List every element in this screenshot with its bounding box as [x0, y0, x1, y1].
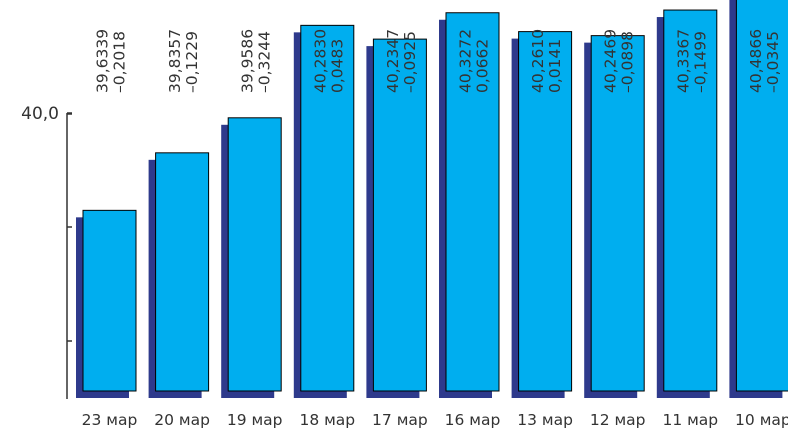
data-label-change: –0,0898 [619, 31, 637, 93]
bar [372, 38, 427, 392]
data-label-value: 40,2610 [529, 29, 547, 93]
data-label-group: 39,8357 –0,1229 [166, 29, 201, 93]
x-tick-label: 11 мар [662, 411, 718, 428]
x-tick-label: 10 мар [735, 411, 788, 428]
data-label-change: –0,3244 [256, 31, 274, 93]
data-labels: 39,6339 –0,2018 39,8357 –0,1229 39,9586–0,32… [94, 29, 782, 93]
data-label-group: 39,6339 –0,2018 [94, 29, 129, 93]
data-label-group: 40,4866 –0,0345 [747, 29, 782, 93]
data-label-group: 40,2347 –0,0925 [384, 29, 419, 93]
data-label-value: 39,9586 [239, 29, 257, 93]
bar [590, 35, 645, 392]
data-label-change: –0,0345 [764, 31, 782, 93]
data-label-value: 40,2469 [602, 29, 620, 93]
x-tick-label: 20 мар [154, 411, 210, 428]
bar [82, 209, 137, 392]
data-label-change: 0,0662 [474, 39, 492, 93]
data-label-change: 0,0483 [328, 39, 346, 93]
data-label-value: 40,3367 [674, 29, 692, 93]
data-label-change: –0,1229 [183, 31, 201, 93]
data-label-group: 40,3367 –0,1499 [674, 29, 709, 93]
data-label-change: –0,0925 [401, 31, 419, 93]
x-tick-label: 13 мар [517, 411, 573, 428]
bar [155, 152, 210, 392]
data-label-change: –0,1499 [691, 31, 709, 93]
bar [227, 117, 282, 392]
data-label-group: 40,2610 0,0141 [529, 29, 564, 93]
bar [663, 9, 718, 392]
x-tick-label: 23 мар [82, 411, 138, 428]
x-tick-label: 16 мар [445, 411, 501, 428]
data-label-value: 39,8357 [166, 29, 184, 93]
y-tick-label: 40,0 [21, 104, 59, 124]
bar [300, 24, 355, 392]
bar [518, 31, 573, 392]
x-axis-labels: 23 мар 20 мар 19 мар 18 мар 17 мар 16 мар 13 м… [82, 411, 788, 428]
data-label-value: 39,6339 [94, 29, 112, 93]
data-label-group: 40,2830 0,0483 [311, 29, 346, 93]
data-label-group: 40,2469 –0,0898 [602, 29, 637, 93]
bars-layer [76, 0, 788, 399]
data-label-group: 39,9586–0,3244 [239, 29, 274, 93]
data-label-value: 40,2830 [311, 29, 329, 93]
x-tick-label: 18 мар [299, 411, 355, 428]
x-tick-label: 12 мар [590, 411, 646, 428]
data-label-value: 40,2347 [384, 29, 402, 93]
x-tick-label: 19 мар [227, 411, 283, 428]
x-tick-label: 17 мар [372, 411, 428, 428]
data-label-change: –0,2018 [111, 31, 129, 93]
data-label-value: 40,4866 [747, 29, 765, 93]
data-label-change: 0,0141 [546, 39, 564, 93]
data-label-group: 40,3272 0,0662 [457, 29, 492, 93]
data-label-value: 40,3272 [457, 29, 475, 93]
bar [735, 0, 788, 392]
bar [445, 12, 500, 392]
y-axis: 40,0 [21, 104, 72, 399]
